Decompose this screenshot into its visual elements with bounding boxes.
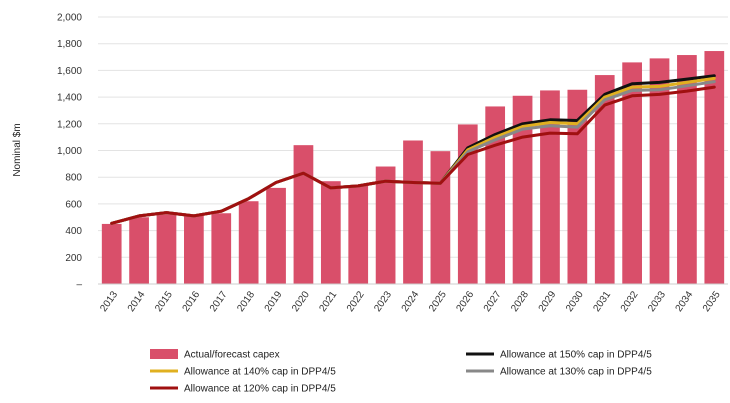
capex-bar xyxy=(156,214,177,284)
x-tick-label: 2033 xyxy=(646,289,668,314)
capex-bar xyxy=(184,215,204,284)
x-tick-label: 2032 xyxy=(619,289,641,314)
x-tick-label: 2013 xyxy=(98,289,120,314)
x-tick-label: 2027 xyxy=(482,289,504,314)
capex-bar xyxy=(129,217,149,284)
capex-bar xyxy=(375,166,396,284)
x-tick-label: 2014 xyxy=(126,289,148,314)
capex-bar xyxy=(348,185,369,284)
capex-bar xyxy=(704,51,725,285)
bar-series xyxy=(101,51,725,285)
x-tick-label: 2020 xyxy=(290,289,312,314)
y-tick-label: 600 xyxy=(65,199,82,210)
x-tick-label: 2016 xyxy=(181,289,203,314)
legend-label: Actual/forecast capex xyxy=(184,350,280,361)
capex-bar xyxy=(540,90,560,284)
capex-bar xyxy=(457,124,478,284)
x-axis: 2013 2014 2015 2016 2017 2018 2019 2020 2021 2022… xyxy=(98,283,728,314)
legend-label: Allowance at 120% cap in DPP4/5 xyxy=(184,384,336,395)
capex-bar xyxy=(677,55,697,284)
x-tick-label: 2021 xyxy=(318,289,340,314)
capex-bar xyxy=(594,75,615,284)
legend-swatch xyxy=(150,349,178,359)
y-tick-label: 2,000 xyxy=(57,13,82,24)
x-tick-label: 2030 xyxy=(564,289,586,314)
x-tick-label: 2034 xyxy=(674,289,696,314)
x-tick-label: 2017 xyxy=(208,289,230,314)
x-tick-label: 2031 xyxy=(591,289,613,314)
x-tick-label: 2035 xyxy=(701,289,723,314)
capex-bar xyxy=(238,201,259,284)
capex-bar xyxy=(293,145,314,284)
legend-label: Allowance at 150% cap in DPP4/5 xyxy=(500,350,652,361)
legend-label: Allowance at 130% cap in DPP4/5 xyxy=(500,367,652,378)
capex-bar xyxy=(622,62,642,284)
y-tick-label: 400 xyxy=(65,226,82,237)
legend-label: Allowance at 140% cap in DPP4/5 xyxy=(184,367,336,378)
x-tick-label: 2018 xyxy=(235,289,257,314)
x-tick-label: 2023 xyxy=(372,289,394,314)
x-tick-label: 2029 xyxy=(537,289,559,314)
y-axis: – 200 400 600 800 1,000 1,200 1,400 1,600 1,800 2,… xyxy=(57,13,82,291)
capex-bar xyxy=(403,140,423,284)
capex-bar xyxy=(266,187,286,284)
y-tick-label: 1,400 xyxy=(57,93,82,104)
line-series xyxy=(110,74,716,225)
x-tick-label: 2015 xyxy=(153,289,175,314)
y-tick-label: 800 xyxy=(65,173,82,184)
x-tick-label: 2022 xyxy=(345,289,367,314)
capex-bar xyxy=(567,89,588,284)
y-tick-label: 1,000 xyxy=(57,146,82,157)
x-tick-label: 2024 xyxy=(400,289,422,314)
capex-bar xyxy=(101,223,122,284)
capex-bar xyxy=(320,181,341,284)
capex-bar xyxy=(485,106,506,284)
x-tick-label: 2019 xyxy=(263,289,285,314)
capex-bar xyxy=(430,151,451,284)
y-tick-label: 200 xyxy=(65,253,82,264)
capex-bar xyxy=(512,95,533,284)
allowance-line xyxy=(110,85,716,225)
y-tick-label: 1,200 xyxy=(57,119,82,130)
y-tick-label: 1,800 xyxy=(57,39,82,50)
y-tick-label: 1,600 xyxy=(57,66,82,77)
x-tick-label: 2026 xyxy=(454,289,476,314)
capex-bar xyxy=(211,213,232,284)
x-tick-label: 2028 xyxy=(509,289,531,314)
capex-bar xyxy=(649,58,670,285)
x-tick-label: 2025 xyxy=(427,289,449,314)
legend: Actual/forecast capex Allowance at 150% c… xyxy=(150,349,652,395)
y-tick-label: – xyxy=(76,280,82,291)
y-axis-title: Nominal $m xyxy=(12,123,23,176)
